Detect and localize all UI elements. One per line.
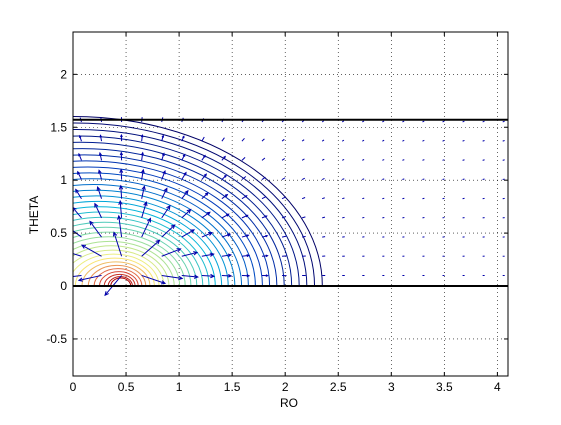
y-tick-label: 2 [60, 67, 67, 81]
quiver-arrow [463, 140, 465, 141]
y-tick-label: 1 [60, 173, 67, 187]
y-tick-label: 0 [60, 279, 67, 293]
quiver-arrow [402, 179, 404, 180]
quiver-arrow [463, 160, 465, 161]
y-tick-label: -0.5 [46, 332, 67, 346]
quiver-arrow [362, 198, 364, 199]
quiver-arrow [362, 179, 364, 180]
quiver-arrow [342, 217, 344, 218]
x-tick-label: 4 [494, 380, 501, 394]
x-tick-label: 1.5 [224, 380, 241, 394]
x-tick-label: 3 [388, 380, 395, 394]
x-tick-label: 2.5 [330, 380, 347, 394]
quiver-arrow [402, 198, 404, 199]
quiver-arrow [443, 140, 445, 141]
quiver-arrow [422, 160, 424, 161]
quiver-arrow [483, 140, 485, 141]
quiver-arrow [342, 198, 344, 199]
quiver-arrow [483, 160, 485, 161]
x-tick-label: 3.5 [436, 380, 453, 394]
quiver-arrowhead [64, 250, 68, 253]
quiver-arrow [503, 141, 505, 142]
y-tick-label: 1.5 [50, 120, 67, 134]
plot-area [73, 32, 508, 376]
quiver-arrowhead [68, 227, 72, 231]
quiver-arrow [503, 121, 505, 122]
quiver-arrow [382, 198, 384, 199]
x-tick-label: 0 [70, 380, 77, 394]
quiver-arrow [443, 179, 445, 180]
quiver-arrow [443, 160, 445, 161]
quiver-arrow [463, 179, 465, 180]
x-tick-label: 1 [176, 380, 183, 394]
x-axis-label: RO [280, 396, 298, 410]
y-axis-label: THETA [27, 196, 41, 234]
quiver-arrow [302, 236, 306, 237]
quiver-arrow [483, 121, 485, 122]
x-tick-label: 2 [282, 380, 289, 394]
quiver-arrow [382, 179, 384, 180]
quiver-arrow [422, 179, 424, 180]
quiver-arrow [503, 160, 505, 161]
x-tick-label: 0.5 [118, 380, 135, 394]
y-tick-label: 0.5 [50, 226, 67, 240]
quiver-arrow [402, 160, 404, 161]
